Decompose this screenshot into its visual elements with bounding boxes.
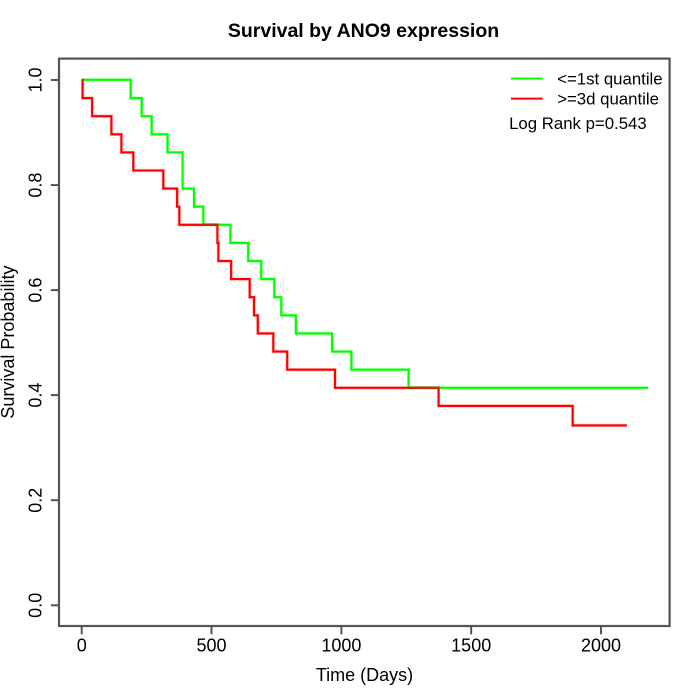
svg-text:0: 0 — [77, 636, 87, 656]
svg-text:0.6: 0.6 — [25, 278, 45, 303]
svg-text:0.2: 0.2 — [25, 488, 45, 513]
svg-text:1000: 1000 — [321, 636, 361, 656]
svg-text:<=1st quantile: <=1st quantile — [557, 70, 662, 89]
svg-text:0.8: 0.8 — [25, 173, 45, 198]
svg-text:500: 500 — [196, 636, 226, 656]
svg-text:0.4: 0.4 — [25, 383, 45, 408]
svg-text:Time (Days): Time (Days) — [316, 665, 413, 685]
svg-text:0.0: 0.0 — [25, 593, 45, 618]
svg-text:1.0: 1.0 — [25, 67, 45, 92]
svg-text:Survival Probability: Survival Probability — [0, 266, 18, 419]
svg-text:Survival by ANO9 expression: Survival by ANO9 expression — [228, 20, 499, 42]
svg-text:1500: 1500 — [451, 636, 491, 656]
svg-text:>=3d quantile: >=3d quantile — [557, 90, 659, 109]
svg-text:Log Rank p=0.543: Log Rank p=0.543 — [509, 114, 647, 133]
svg-text:2000: 2000 — [581, 636, 621, 656]
